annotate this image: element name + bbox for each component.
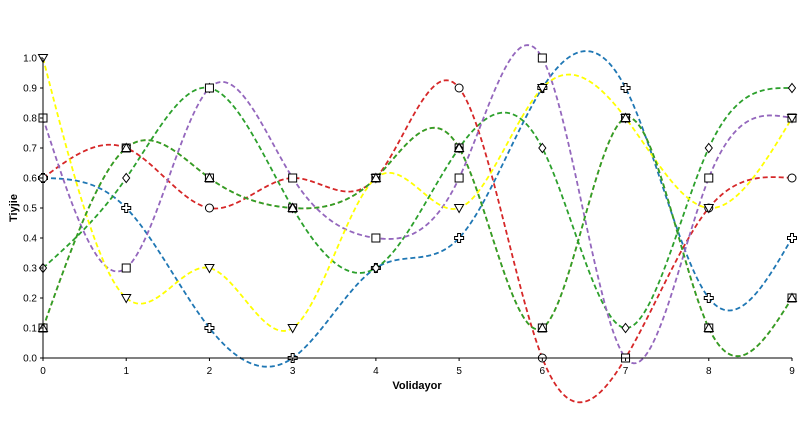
y-tick-label: 0.2 — [23, 294, 37, 305]
data-point-marker — [454, 173, 464, 183]
data-point-marker — [204, 172, 215, 182]
data-point-marker — [371, 233, 381, 243]
data-point-marker — [536, 84, 548, 94]
data-point-marker — [120, 294, 132, 304]
data-point-marker — [204, 203, 214, 213]
data-point-marker — [537, 53, 547, 63]
y-tick-label: 0.6 — [23, 174, 37, 185]
data-point-marker — [204, 83, 214, 93]
y-tick-label: 0.0 — [23, 354, 37, 365]
x-tick-label: 0 — [40, 366, 46, 377]
data-point-marker — [787, 82, 797, 94]
y-tick-label: 0.7 — [23, 144, 37, 155]
data-point-marker — [453, 204, 465, 214]
x-tick-label: 6 — [540, 366, 546, 377]
x-tick-label: 1 — [123, 366, 129, 377]
x-tick-label: 9 — [789, 366, 795, 377]
y-axis-title: Tiyjie — [8, 194, 20, 222]
x-axis-title: Volidayor — [392, 380, 442, 392]
marker-layer — [37, 53, 798, 363]
x-tick-label: 8 — [706, 366, 712, 377]
data-point-marker — [703, 293, 714, 303]
data-point-marker — [538, 142, 547, 154]
data-point-marker — [453, 142, 465, 152]
y-tick-label: 0.9 — [23, 84, 37, 95]
data-point-marker — [122, 172, 131, 184]
data-point-marker — [536, 322, 548, 332]
data-point-marker — [121, 203, 132, 213]
series-layer — [42, 44, 793, 404]
data-point-marker — [786, 292, 798, 302]
data-point-marker — [704, 173, 714, 183]
x-tick-label: 4 — [373, 366, 379, 377]
data-point-marker — [204, 323, 215, 333]
axes-layer: 0.0 0.1 0.2 0.3 0.4 0.5 0.6 0.7 0.8 0.9 1.0 0 1 2 3 4 5 6… — [23, 54, 795, 378]
series-line — [42, 44, 793, 365]
data-point-marker — [787, 173, 797, 183]
data-point-marker — [620, 83, 631, 93]
data-point-marker — [121, 263, 131, 273]
data-point-marker — [620, 112, 631, 122]
x-tick-label: 3 — [290, 366, 296, 377]
series-line — [42, 116, 793, 358]
y-tick-label: 0.4 — [23, 234, 37, 245]
series-line — [42, 50, 793, 368]
y-tick-label: 0.1 — [23, 324, 37, 335]
data-point-marker — [787, 233, 797, 243]
data-point-marker — [454, 83, 464, 93]
x-tick-label: 2 — [207, 366, 213, 377]
data-point-marker — [287, 324, 299, 334]
y-tick-label: 0.3 — [23, 264, 37, 275]
data-point-marker — [703, 322, 715, 332]
data-point-marker — [288, 173, 298, 183]
data-point-marker — [287, 202, 299, 212]
y-tick-label: 1.0 — [23, 54, 37, 65]
series-line — [42, 86, 793, 329]
data-point-marker — [621, 322, 630, 334]
y-tick-label: 0.5 — [23, 204, 37, 215]
data-point-marker — [703, 204, 715, 214]
y-tick-label: 0.8 — [23, 114, 37, 125]
data-point-marker — [120, 142, 132, 152]
x-tick-label: 7 — [623, 366, 629, 377]
data-point-marker — [704, 142, 713, 154]
data-point-marker — [786, 114, 798, 124]
x-tick-label: 5 — [456, 366, 462, 377]
data-point-marker — [454, 233, 465, 243]
data-point-marker — [370, 172, 382, 182]
data-point-marker — [371, 262, 381, 274]
series-line — [42, 57, 793, 332]
data-point-marker — [204, 264, 215, 274]
